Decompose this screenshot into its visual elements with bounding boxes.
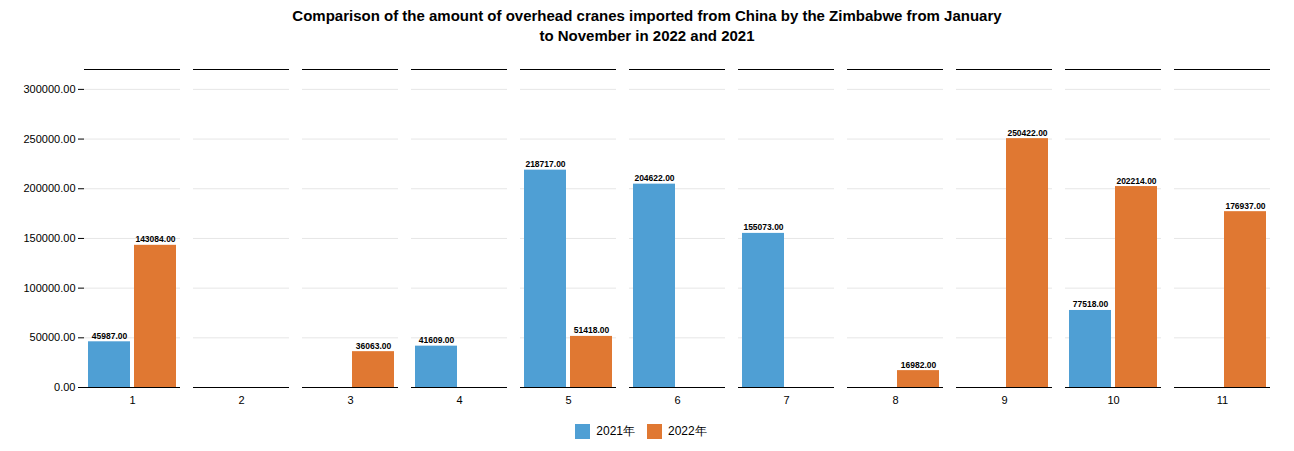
svg-text:5: 5 <box>565 394 571 406</box>
svg-text:218717.00: 218717.00 <box>525 159 565 169</box>
svg-text:3: 3 <box>347 394 353 406</box>
svg-text:155073.00: 155073.00 <box>743 222 783 232</box>
svg-text:16982.00: 16982.00 <box>901 360 937 370</box>
svg-text:6: 6 <box>674 394 680 406</box>
html-text:Comparison of the amount of ov: Comparison of the amount of overhead cra… <box>292 7 1002 44</box>
svg-text:8: 8 <box>892 394 898 406</box>
svg-text:150000.00: 150000.00 <box>24 232 76 244</box>
html-text:2021年: 2021年 <box>596 424 635 438</box>
svg-text:9: 9 <box>1001 394 1007 406</box>
svg-text:202214.00: 202214.00 <box>1116 176 1156 186</box>
svg-text:45987.00: 45987.00 <box>92 331 128 341</box>
svg-text:51418.00: 51418.00 <box>574 325 610 335</box>
svg-text:250000.00: 250000.00 <box>24 133 76 145</box>
svg-text:100000.00: 100000.00 <box>24 282 76 294</box>
svg-text:41609.00: 41609.00 <box>419 335 455 345</box>
svg-text:300000.00: 300000.00 <box>24 83 76 95</box>
svg-text:50000.00: 50000.00 <box>30 331 76 343</box>
svg-text:11: 11 <box>1217 394 1228 406</box>
svg-text:250422.00: 250422.00 <box>1007 128 1047 138</box>
svg-text:176937.00: 176937.00 <box>1225 201 1265 211</box>
svg-text:10: 10 <box>1107 394 1119 406</box>
svg-text:2: 2 <box>238 394 244 406</box>
html-text:2022年: 2022年 <box>668 424 707 438</box>
svg-text:36063.00: 36063.00 <box>356 341 392 351</box>
svg-text:77518.00: 77518.00 <box>1073 299 1109 309</box>
svg-text:1: 1 <box>129 394 135 406</box>
svg-text:143084.00: 143084.00 <box>135 234 175 244</box>
svg-text:200000.00: 200000.00 <box>24 182 76 194</box>
svg-text:7: 7 <box>783 394 789 406</box>
svg-text:0.00: 0.00 <box>54 381 75 393</box>
svg-text:4: 4 <box>456 394 462 406</box>
svg-text:204622.00: 204622.00 <box>634 173 674 183</box>
